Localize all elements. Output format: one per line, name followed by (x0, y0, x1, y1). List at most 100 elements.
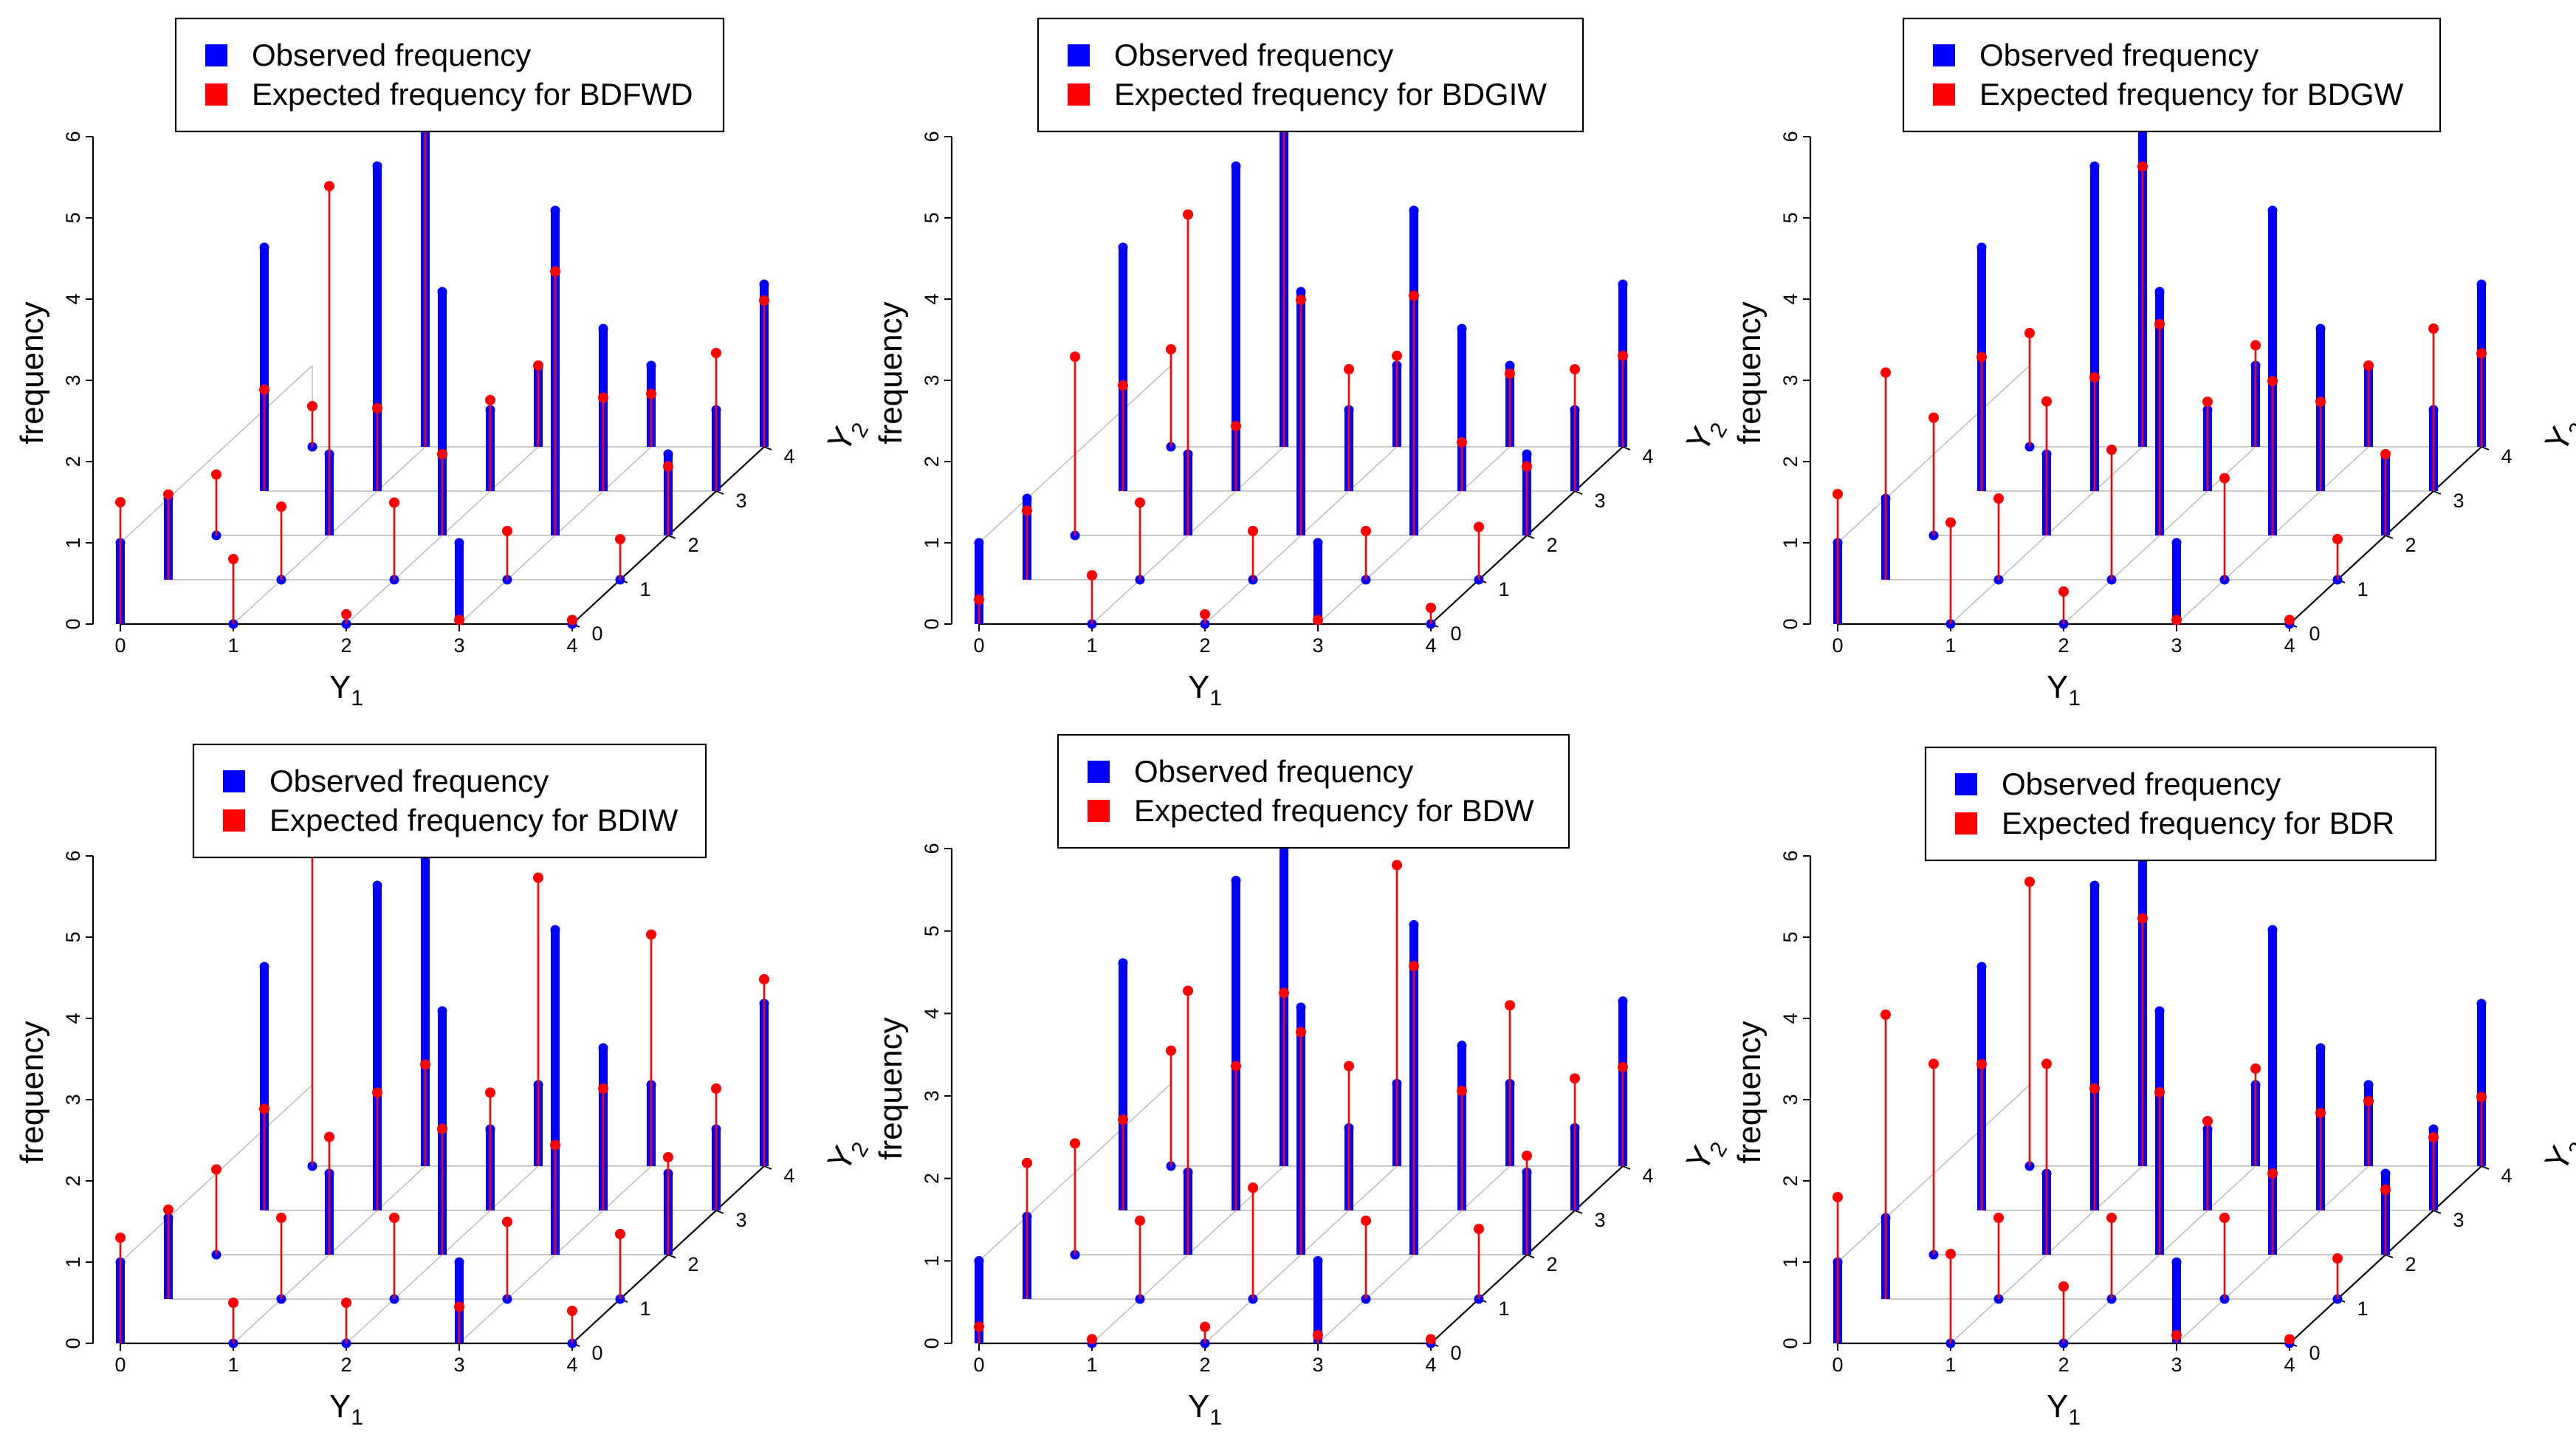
expected-point (341, 609, 351, 620)
y1-tick-label: 3 (453, 1354, 464, 1376)
y1-tick-label: 4 (566, 1354, 577, 1376)
z-tick-label: 6 (62, 850, 84, 861)
y2-axis-title: Y2 (1680, 411, 1733, 461)
y1-tick-label: 0 (114, 634, 126, 657)
observed-point (2380, 1168, 2391, 1179)
expected-point (2315, 397, 2326, 407)
expected-point (1118, 1114, 1128, 1125)
y1-tick-label: 4 (1425, 1354, 1436, 1376)
z-tick-label: 1 (62, 537, 84, 548)
y2-tick-label: 4 (1642, 445, 1653, 467)
legend-box (174, 17, 725, 133)
z-tick-label: 3 (62, 374, 84, 386)
legend: Observed frequency Expected frequency for… (174, 17, 725, 133)
expected-point (454, 1301, 464, 1312)
y1-tick-label: 3 (2171, 1354, 2182, 1376)
y1-tick-label: 2 (340, 634, 351, 657)
legend: Observed frequency Expected frequency for… (1057, 733, 1570, 849)
expected-point (324, 181, 334, 191)
z-tick-label: 2 (921, 456, 943, 467)
observed-point (2315, 1043, 2326, 1053)
expected-point (1392, 860, 1402, 871)
z-tick-label: 4 (921, 1008, 943, 1019)
y1-tick-label: 3 (2171, 634, 2182, 657)
expected-point (1313, 1329, 1323, 1340)
expected-point (2171, 614, 2182, 626)
expected-point (1118, 380, 1128, 391)
expected-point (502, 1216, 512, 1227)
observed-point (2267, 205, 2278, 216)
observed-point (2267, 925, 2278, 935)
expected-point (711, 1083, 721, 1094)
y2-tick (715, 1210, 724, 1214)
expected-point (2089, 372, 2100, 383)
y1-axis-title: Y1 (329, 669, 363, 710)
expected-point (1070, 1138, 1080, 1149)
observed-point (646, 360, 656, 371)
z-tick-label: 1 (1779, 537, 1802, 548)
z-tick-label: 0 (921, 618, 943, 629)
y2-tick-label: 1 (639, 578, 650, 600)
z-tick-label: 3 (62, 1094, 84, 1105)
expected-point (1231, 421, 1241, 431)
expected-point (1248, 1182, 1258, 1193)
expected-point (1618, 1062, 1628, 1072)
y1-axis-title: Y1 (1188, 1388, 1222, 1430)
expected-point (2363, 360, 2374, 371)
observed-point (1457, 1041, 1467, 1051)
y2-tick (763, 1165, 772, 1170)
expected-point (389, 497, 399, 508)
expected-point (163, 489, 174, 500)
expected-point (420, 1059, 430, 1070)
z-tick-label: 4 (1779, 1012, 1802, 1024)
z-axis-title: frequency (14, 301, 50, 444)
expected-point (1361, 1215, 1371, 1226)
expected-point (1976, 352, 1987, 363)
z-axis-title: frequency (1731, 1021, 1768, 1163)
observed-point (2154, 287, 2165, 297)
z-tick-label: 0 (1779, 1337, 1802, 1349)
expected-point (1087, 1334, 1097, 1345)
y1-tick-label: 4 (2284, 634, 2295, 657)
expected-point (2202, 1116, 2213, 1126)
expected-point (1945, 1249, 1956, 1259)
expected-point (454, 614, 464, 626)
expected-point (1070, 352, 1080, 362)
expected-point (1457, 437, 1467, 448)
y2-tick-label: 0 (1450, 623, 1461, 645)
expected-point (1296, 1027, 1306, 1038)
expected-point (372, 1087, 382, 1098)
y2-tick-label: 3 (2453, 490, 2464, 512)
expected-point (2058, 586, 2069, 597)
y2-tick-label: 4 (2501, 445, 2512, 467)
expected-point (2267, 1168, 2278, 1179)
y2-tick (2481, 1165, 2490, 1170)
legend: Observed frequency Expected frequency for… (1902, 17, 2442, 133)
expected-point (1522, 1151, 1532, 1161)
expected-point (1881, 367, 1891, 378)
expected-point (2250, 1063, 2261, 1074)
z-tick-label: 0 (1779, 618, 1802, 629)
legend-label-observed: Observed frequency (1979, 38, 2259, 72)
expected-point (1166, 1045, 1176, 1056)
chart-panel-bdw: 0 1 2 3 4 5 6 0 1 2 3 4 0 1 2 3 4 Y1 Y2 frequency Observed f… (859, 723, 1732, 1446)
z-tick-label: 5 (1779, 931, 1802, 942)
expected-point (974, 1321, 984, 1332)
expected-point (259, 1103, 269, 1114)
expected-point (615, 534, 625, 544)
expected-point (598, 392, 608, 403)
observed-point (2154, 1006, 2165, 1016)
legend: Observed frequency Expected frequency for… (1924, 746, 2437, 862)
y2-tick-label: 2 (2405, 534, 2416, 556)
y1-tick-label: 2 (1199, 1354, 1210, 1376)
observed-point (974, 538, 984, 548)
observed-point (663, 449, 673, 459)
expected-point (307, 401, 317, 411)
y1-tick-label: 4 (566, 634, 577, 657)
y2-tick-label: 1 (1498, 578, 1509, 600)
expected-point (1522, 461, 1532, 472)
y2-tick (1622, 1165, 1631, 1170)
z-tick-label: 1 (1779, 1256, 1802, 1267)
observed-point (1618, 996, 1628, 1007)
expected-point (2332, 534, 2343, 544)
